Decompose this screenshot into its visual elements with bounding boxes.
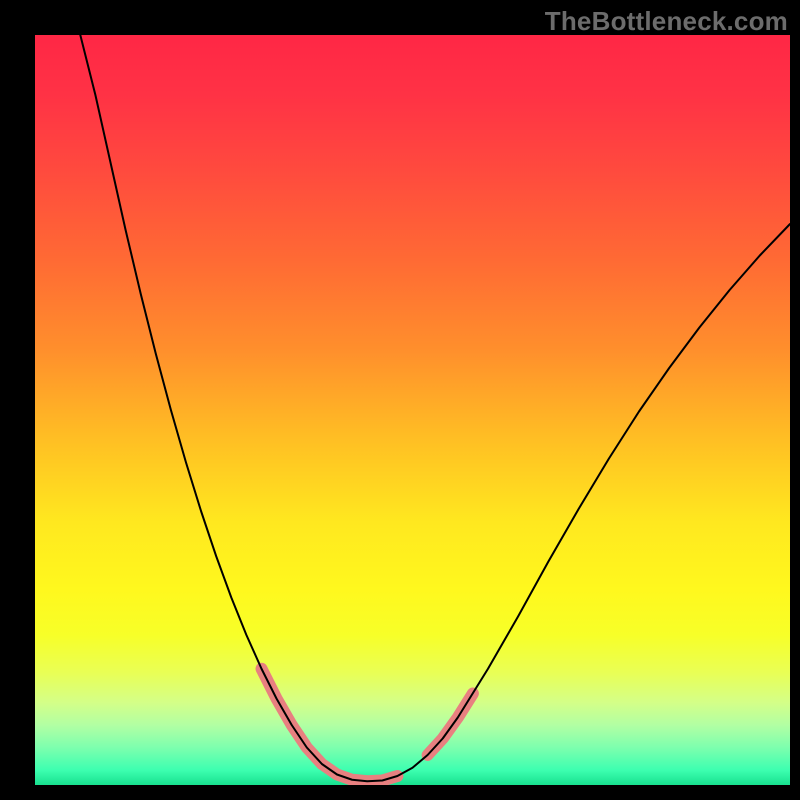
watermark-text: TheBottleneck.com bbox=[545, 6, 788, 37]
chart-svg bbox=[0, 0, 800, 800]
chart-frame: TheBottleneck.com bbox=[0, 0, 800, 800]
plot-area bbox=[35, 35, 790, 785]
